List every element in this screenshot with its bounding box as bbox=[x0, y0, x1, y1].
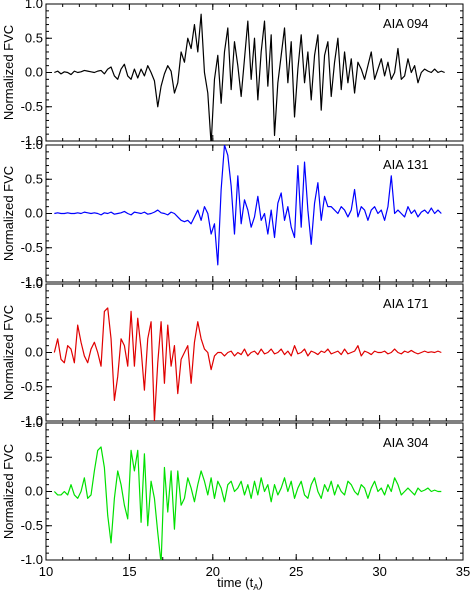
y-axis-title: Normalized FVC bbox=[1, 444, 16, 539]
panel-aia-094: AIA 094 Normalized FVC 1.0 0.5 0.0 -0.5 -1.0 bbox=[1, 0, 464, 148]
x-tick-label: 15 bbox=[122, 564, 136, 579]
series-line bbox=[53, 307, 442, 421]
y-tick-label: -1.0 bbox=[21, 274, 43, 289]
y-tick-label: 1.0 bbox=[25, 137, 43, 152]
y-tick-label: -0.5 bbox=[21, 518, 43, 533]
y-tick-label: -0.5 bbox=[21, 240, 43, 255]
y-tick-label: -1.0 bbox=[21, 413, 43, 428]
y-tick-label: 0.0 bbox=[25, 65, 43, 80]
y-axis-title: Normalized FVC bbox=[1, 25, 16, 120]
x-tick-label: 25 bbox=[289, 564, 303, 579]
y-tick-label: -0.5 bbox=[21, 379, 43, 394]
y-tick-label: -1.0 bbox=[21, 552, 43, 567]
y-tick-label: -0.5 bbox=[21, 99, 43, 114]
x-tick-label: 10 bbox=[39, 564, 53, 579]
y-tick-label: -1.0 bbox=[21, 133, 43, 148]
y-axis-title: Normalized FVC bbox=[1, 166, 16, 261]
y-tick-label: 1.0 bbox=[25, 276, 43, 291]
y-tick-label: 0.0 bbox=[25, 484, 43, 499]
y-tick-label: 0.5 bbox=[25, 171, 43, 186]
x-axis-title: time (tA) bbox=[217, 575, 263, 592]
panel-label: AIA 171 bbox=[383, 296, 429, 311]
series-line bbox=[53, 446, 442, 560]
y-tick-label: 1.0 bbox=[25, 0, 43, 11]
panel-label: AIA 304 bbox=[383, 435, 429, 450]
y-tick-label: 0.5 bbox=[25, 310, 43, 325]
y-tick-label: 0.5 bbox=[25, 30, 43, 45]
panel-aia-171: AIA 171 Normalized FVC 1.0 0.5 0.0 -0.5 -1.0 bbox=[1, 276, 464, 428]
x-tick-label: 30 bbox=[372, 564, 386, 579]
x-axis: 10 15 20 25 30 35 bbox=[39, 564, 470, 579]
x-axis-title-close: ) bbox=[259, 575, 263, 590]
y-tick-label: 0.0 bbox=[25, 345, 43, 360]
x-tick-label: 20 bbox=[206, 564, 220, 579]
series-line bbox=[54, 13, 445, 141]
y-tick-label: 1.0 bbox=[25, 415, 43, 430]
panel-aia-304: AIA 304 Normalized FVC 1.0 0.5 0.0 -0.5 -1.0 bbox=[1, 415, 464, 567]
series-line bbox=[54, 145, 442, 266]
y-axis-title: Normalized FVC bbox=[1, 305, 16, 400]
x-tick-label: 35 bbox=[456, 564, 470, 579]
y-tick-label: 0.5 bbox=[25, 449, 43, 464]
panel-aia-131: AIA 131 Normalized FVC 1.0 0.5 0.0 -0.5 -1.0 bbox=[1, 137, 464, 289]
y-tick-label: 0.0 bbox=[25, 206, 43, 221]
x-axis-title-subscript: A bbox=[253, 583, 259, 592]
x-axis-title-text: time (t bbox=[217, 575, 254, 590]
panel-label: AIA 094 bbox=[383, 16, 429, 31]
panel-label: AIA 131 bbox=[383, 157, 429, 172]
